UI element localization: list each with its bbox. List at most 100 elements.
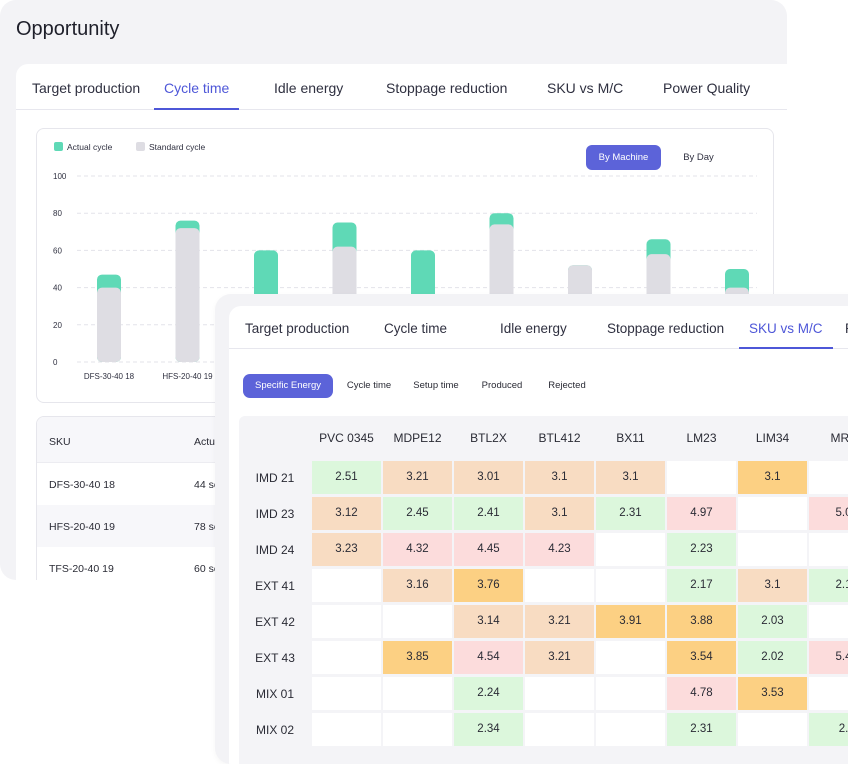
- matrix-cell[interactable]: 5.4: [809, 641, 848, 674]
- matrix-row-label: EXT 41: [255, 579, 295, 593]
- matrix-cell[interactable]: 2.23: [667, 533, 736, 566]
- matrix-cell[interactable]: 3.12: [312, 497, 381, 530]
- matrix-cell[interactable]: 2.45: [383, 497, 452, 530]
- matrix-cell[interactable]: 5.0: [809, 497, 848, 530]
- pill-produced[interactable]: Produced: [481, 380, 523, 391]
- tab-power-quality[interactable]: Power Quality: [663, 80, 751, 96]
- tab-idle-energy[interactable]: Idle energy: [274, 80, 344, 96]
- matrix-cell[interactable]: 3.88: [667, 605, 736, 638]
- table-row[interactable]: DFS-30-40 18 44 se: [37, 463, 775, 505]
- tab-power-quality[interactable]: P: [845, 306, 848, 349]
- y-tick-label: 40: [53, 284, 62, 293]
- back-tab-bar: Target production Cycle time Idle energy…: [16, 64, 787, 110]
- y-tick-label: 20: [53, 321, 62, 330]
- matrix-cell[interactable]: 3.1: [525, 461, 594, 494]
- matrix-cell[interactable]: [809, 461, 848, 494]
- by-day-button[interactable]: By Day: [683, 152, 714, 163]
- matrix-cell[interactable]: [383, 713, 452, 746]
- bar-standard-cycle[interactable]: [97, 287, 121, 362]
- matrix-cell[interactable]: 4.23: [525, 533, 594, 566]
- matrix-cell[interactable]: [596, 677, 665, 710]
- matrix-cell[interactable]: [809, 677, 848, 710]
- matrix-cell[interactable]: [383, 605, 452, 638]
- matrix-cell[interactable]: 2.: [809, 713, 848, 746]
- matrix-cell[interactable]: 3.54: [667, 641, 736, 674]
- pill-cycle-time[interactable]: Cycle time: [346, 380, 392, 391]
- tab-idle-energy[interactable]: Idle energy: [500, 321, 567, 336]
- matrix-cell[interactable]: [596, 713, 665, 746]
- matrix-row-label: EXT 43: [255, 651, 295, 665]
- matrix-cell[interactable]: 3.85: [383, 641, 452, 674]
- matrix-cell[interactable]: [738, 713, 807, 746]
- matrix-cell[interactable]: 2.31: [667, 713, 736, 746]
- matrix-cell[interactable]: [383, 677, 452, 710]
- by-machine-button[interactable]: By Machine: [586, 145, 661, 170]
- pill-rejected[interactable]: Rejected: [548, 380, 586, 391]
- matrix-cell[interactable]: 3.1: [525, 497, 594, 530]
- matrix-cell[interactable]: [525, 677, 594, 710]
- matrix-cell[interactable]: 3.16: [383, 569, 452, 602]
- pill-specific-energy[interactable]: Specific Energy: [243, 374, 333, 398]
- matrix-cell[interactable]: 2.41: [454, 497, 523, 530]
- matrix-cell[interactable]: [738, 533, 807, 566]
- tab-sku-vs-mc[interactable]: SKU vs M/C: [739, 306, 832, 349]
- matrix-cell[interactable]: 2.03: [738, 605, 807, 638]
- matrix-cell[interactable]: 2.51: [312, 461, 381, 494]
- matrix-cell[interactable]: [809, 605, 848, 638]
- matrix-cell[interactable]: 2.34: [454, 713, 523, 746]
- matrix-column-header: BTL2X: [470, 431, 507, 445]
- matrix-cell[interactable]: [525, 713, 594, 746]
- matrix-cell[interactable]: 2.31: [596, 497, 665, 530]
- matrix-cell[interactable]: 3.01: [454, 461, 523, 494]
- matrix-cell[interactable]: 3.53: [738, 677, 807, 710]
- tab-stoppage-reduction[interactable]: Stoppage reduction: [386, 80, 508, 96]
- matrix-cell[interactable]: [596, 641, 665, 674]
- matrix-cell[interactable]: 4.78: [667, 677, 736, 710]
- matrix-cell[interactable]: 3.91: [596, 605, 665, 638]
- matrix-cell[interactable]: 3.1: [738, 569, 807, 602]
- row-value: 60 se: [194, 563, 220, 575]
- tab-sku-vs-mc[interactable]: SKU vs M/C: [547, 80, 624, 96]
- matrix-cell[interactable]: 4.54: [454, 641, 523, 674]
- matrix-cell[interactable]: 3.21: [525, 605, 594, 638]
- matrix-row-label: IMD 24: [255, 543, 295, 557]
- matrix-cell[interactable]: 2.1: [809, 569, 848, 602]
- matrix-cell[interactable]: 3.21: [525, 641, 594, 674]
- matrix-cell[interactable]: [312, 605, 381, 638]
- matrix-cell[interactable]: 4.32: [383, 533, 452, 566]
- matrix-cell[interactable]: [312, 569, 381, 602]
- pill-setup-time[interactable]: Setup time: [413, 380, 459, 391]
- matrix-cell[interactable]: 3.76: [454, 569, 523, 602]
- tab-target-production[interactable]: Target production: [32, 80, 141, 96]
- matrix-cell[interactable]: 3.1: [738, 461, 807, 494]
- matrix-cell[interactable]: 3.1: [596, 461, 665, 494]
- matrix-cell[interactable]: [312, 677, 381, 710]
- row-value: 78 se: [194, 521, 220, 533]
- tab-cycle-time[interactable]: Cycle time: [384, 321, 448, 336]
- matrix-cell[interactable]: [738, 497, 807, 530]
- matrix-column-header: PVC 0345: [319, 431, 374, 445]
- matrix-cell[interactable]: 2.24: [454, 677, 523, 710]
- row-sku: TFS-20-40 19: [49, 563, 114, 575]
- matrix-cell[interactable]: [667, 461, 736, 494]
- matrix-cell[interactable]: 2.02: [738, 641, 807, 674]
- table-row[interactable]: TFS-20-40 19 60 se: [37, 547, 775, 580]
- matrix-cell[interactable]: 4.45: [454, 533, 523, 566]
- matrix-cell[interactable]: [525, 569, 594, 602]
- row-value: 44 se: [194, 479, 220, 491]
- tab-target-production[interactable]: Target production: [245, 321, 350, 336]
- tab-cycle-time[interactable]: Cycle time: [153, 64, 240, 110]
- matrix-cell[interactable]: [596, 569, 665, 602]
- matrix-cell[interactable]: [596, 533, 665, 566]
- matrix-cell[interactable]: [312, 641, 381, 674]
- matrix-cell[interactable]: 2.17: [667, 569, 736, 602]
- matrix-cell[interactable]: [809, 533, 848, 566]
- matrix-cell[interactable]: [312, 713, 381, 746]
- matrix-cell[interactable]: 4.97: [667, 497, 736, 530]
- matrix-cell[interactable]: 3.14: [454, 605, 523, 638]
- tab-stoppage-reduction[interactable]: Stoppage reduction: [607, 321, 725, 336]
- matrix-cell[interactable]: 3.23: [312, 533, 381, 566]
- matrix-cell[interactable]: 3.21: [383, 461, 452, 494]
- bar-standard-cycle[interactable]: [175, 228, 200, 362]
- front-tab-bar: Target production Cycle time Idle energy…: [229, 306, 848, 349]
